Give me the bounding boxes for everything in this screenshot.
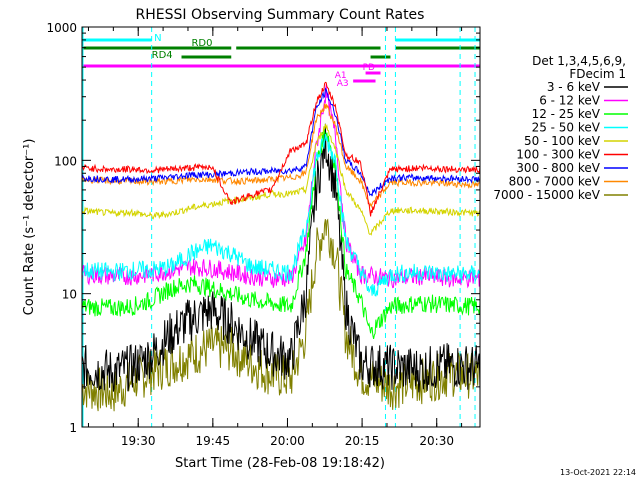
x-tick-label: 20:00: [270, 434, 305, 448]
series-line: [81, 103, 481, 209]
legend-entry-label: 25 - 50 keV: [532, 121, 601, 135]
x-tick-label: 20:30: [419, 434, 454, 448]
legend-entry-label: 300 - 800 keV: [516, 161, 600, 175]
series-line: [81, 123, 481, 236]
y-tick-label: 10: [62, 288, 77, 302]
plot-date-stamp: 13-Oct-2021 22:14: [560, 468, 636, 477]
series-line: [81, 123, 481, 393]
annotation-label: PD: [363, 63, 375, 73]
legend-entry-label: 3 - 6 keV: [547, 80, 601, 94]
x-axis: 19:30 19:45 20:00 20:15 20:30: [87, 27, 463, 448]
x-tick-label: 20:15: [345, 434, 380, 448]
legend-entry-label: 6 - 12 keV: [539, 94, 601, 108]
legend-header: Det 1,3,4,5,6,9,: [532, 54, 626, 68]
legend-entry-label: 12 - 25 keV: [532, 107, 601, 121]
y-tick-label: 1: [69, 421, 77, 435]
y-axis-label: Count Rate (s⁻¹ detector⁻¹): [22, 139, 37, 316]
series-line: [81, 129, 481, 340]
series-lines: [81, 81, 481, 412]
annotation-label: A1: [335, 71, 347, 81]
y-axis: 1 10 100 1000: [46, 21, 480, 435]
legend-entry-label: 100 - 300 keV: [516, 148, 600, 162]
legend-entry-label: 800 - 7000 keV: [509, 175, 601, 189]
flag-bar-label: N: [154, 33, 161, 44]
flag-bar-label: RD4: [152, 50, 173, 61]
annotation-label: A3: [337, 79, 349, 89]
series-line: [82, 81, 481, 217]
legend-entry-label: 50 - 100 keV: [524, 134, 601, 148]
x-axis-label: Start Time (28-Feb-08 19:18:42): [175, 456, 385, 471]
x-tick-label: 19:30: [121, 434, 156, 448]
x-tick-label: 19:45: [196, 434, 231, 448]
series-line: [81, 133, 481, 297]
legend-header: FDecim 1: [569, 67, 626, 81]
y-tick-label: 1000: [46, 21, 77, 35]
legend-entry-label: 7000 - 15000 keV: [493, 188, 600, 202]
y-tick-label: 100: [54, 154, 77, 168]
chart-title: RHESSI Observing Summary Count Rates: [136, 7, 425, 23]
plot-frame: [81, 26, 481, 428]
flag-bar-label: RD0: [191, 38, 212, 49]
